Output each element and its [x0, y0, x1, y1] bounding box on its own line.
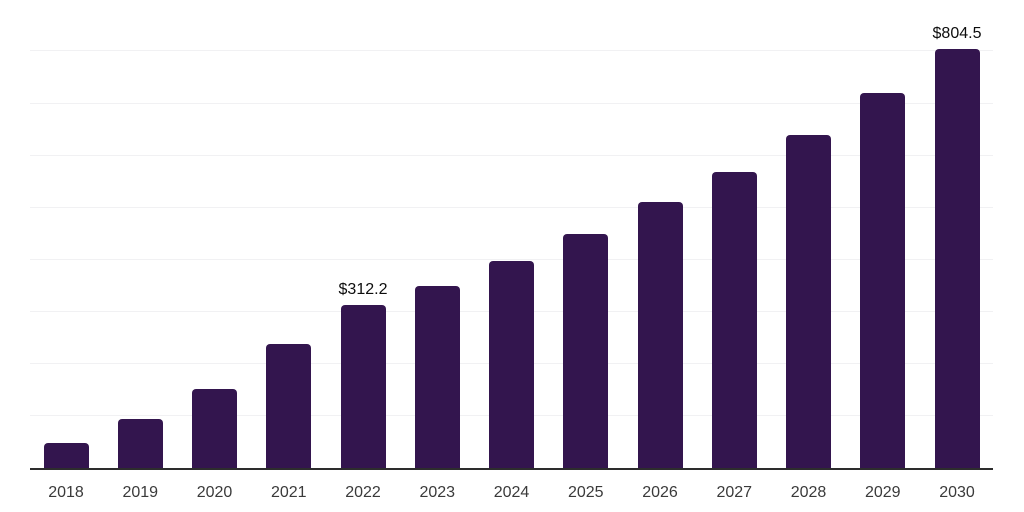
- x-tick-2018: 2018: [48, 484, 84, 501]
- gridline-600: [30, 154, 993, 156]
- value-label-2030: $804.5: [932, 25, 982, 43]
- bar-2026: [637, 202, 683, 468]
- gridline-500: [30, 206, 993, 208]
- bar-2018: [43, 443, 89, 468]
- bar-2023: [414, 285, 460, 468]
- x-tick-2020: 2020: [196, 484, 233, 501]
- x-tick-2028: 2028: [790, 484, 827, 501]
- x-tick-2022: 2022: [345, 484, 381, 501]
- x-axis: 2018 2019 2020 2021 2022 2023 2024 2025 2026 2027…: [30, 484, 993, 506]
- bar-2025: [563, 233, 609, 468]
- bar-2019: [117, 419, 163, 468]
- x-tick-2026: 2026: [642, 484, 678, 501]
- bar-2030: [934, 49, 980, 468]
- gridline-700: [30, 102, 993, 104]
- x-tick-2029: 2029: [864, 484, 901, 501]
- x-tick-2019: 2019: [122, 484, 159, 501]
- plot-area: $312.2 $804.5: [30, 0, 993, 470]
- bar-2024: [489, 260, 534, 468]
- bar-2028: [786, 134, 831, 468]
- x-tick-2023: 2023: [419, 484, 456, 501]
- x-tick-2025: 2025: [567, 484, 604, 501]
- x-tick-2030: 2030: [939, 484, 975, 501]
- bar-2027: [711, 171, 757, 468]
- bar-2029: [860, 93, 906, 468]
- gridline-800: [30, 50, 993, 52]
- value-label-2022: $312.2: [338, 281, 388, 299]
- x-tick-2027: 2027: [716, 484, 753, 501]
- gridline-400: [30, 258, 993, 260]
- bar-2020: [192, 389, 237, 468]
- bar-2022: [340, 305, 386, 468]
- x-tick-2024: 2024: [493, 484, 530, 501]
- bar-2021: [266, 343, 312, 468]
- x-tick-2021: 2021: [270, 484, 307, 501]
